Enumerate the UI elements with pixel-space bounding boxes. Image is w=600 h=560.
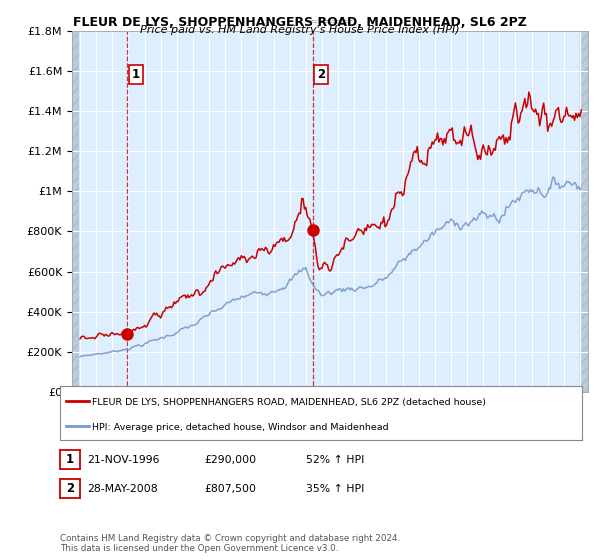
Text: 1: 1 — [66, 452, 74, 466]
Text: 28-MAY-2008: 28-MAY-2008 — [87, 484, 158, 494]
Text: Contains HM Land Registry data © Crown copyright and database right 2024.
This d: Contains HM Land Registry data © Crown c… — [60, 534, 400, 553]
Bar — [580, 31, 588, 392]
Text: 2: 2 — [317, 68, 326, 81]
Text: £807,500: £807,500 — [204, 484, 256, 494]
Title: FLEUR DE LYS, SHOPPENHANGERS ROAD, MAIDENHEAD, SL6 2PZ
Price paid vs. HM Land Re: FLEUR DE LYS, SHOPPENHANGERS ROAD, MAIDE… — [307, 20, 353, 23]
Text: Price paid vs. HM Land Registry's House Price Index (HPI): Price paid vs. HM Land Registry's House … — [140, 25, 460, 35]
Bar — [72, 31, 79, 392]
Bar — [72, 31, 79, 392]
Text: FLEUR DE LYS, SHOPPENHANGERS ROAD, MAIDENHEAD, SL6 2PZ: FLEUR DE LYS, SHOPPENHANGERS ROAD, MAIDE… — [73, 16, 527, 29]
Text: HPI: Average price, detached house, Windsor and Maidenhead: HPI: Average price, detached house, Wind… — [92, 423, 389, 432]
Text: 35% ↑ HPI: 35% ↑ HPI — [306, 484, 364, 494]
Text: FLEUR DE LYS, SHOPPENHANGERS ROAD, MAIDENHEAD, SL6 2PZ (detached house): FLEUR DE LYS, SHOPPENHANGERS ROAD, MAIDE… — [92, 398, 487, 407]
Text: 2: 2 — [66, 482, 74, 495]
Text: 21-NOV-1996: 21-NOV-1996 — [87, 455, 160, 465]
Bar — [580, 31, 588, 392]
Text: 1: 1 — [132, 68, 140, 81]
Text: 52% ↑ HPI: 52% ↑ HPI — [306, 455, 364, 465]
Text: £290,000: £290,000 — [204, 455, 256, 465]
